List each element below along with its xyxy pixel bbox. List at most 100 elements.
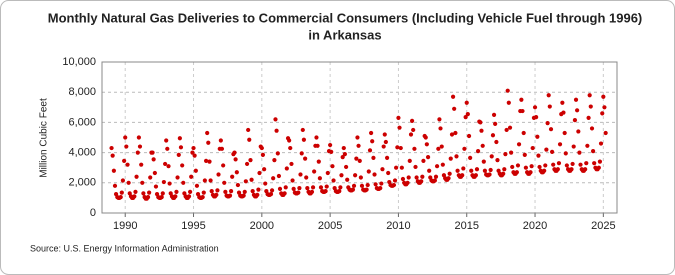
data-point [148,175,153,180]
data-point [468,155,473,160]
data-point [136,135,141,140]
data-point [145,195,151,200]
data-point [570,161,575,167]
data-point [530,145,535,151]
data-point [324,184,329,189]
data-point [246,127,251,133]
data-point [151,157,156,162]
data-point [290,178,295,183]
y-axis-label: Million Cubic Feet [39,98,50,178]
data-point [233,157,238,162]
data-point [586,115,591,120]
data-point [454,154,459,159]
data-point [284,166,289,171]
data-point [563,151,568,156]
data-point [557,142,563,147]
data-point [272,158,277,163]
data-point [523,165,528,170]
data-point [161,179,166,185]
data-point [550,149,555,154]
data-point [596,165,601,170]
data-point [395,145,400,150]
data-point [425,155,431,160]
data-point [194,183,200,188]
data-point [446,176,451,181]
data-point [123,135,128,140]
data-point [228,189,234,194]
data-point [296,190,301,195]
data-point [427,168,432,173]
data-point [449,132,455,137]
data-point [277,186,283,191]
data-point [504,127,509,133]
data-point [433,174,439,179]
data-point [301,137,307,142]
data-point [383,139,388,145]
data-point [355,135,360,140]
data-point [247,137,252,142]
data-point [516,142,522,147]
chart-title: Monthly Natural Gas Deliveries to Commer… [48,10,643,25]
data-point [584,161,589,166]
data-point [186,194,192,199]
data-point [159,195,164,200]
data-point [190,150,195,155]
data-point [514,170,519,175]
data-point [597,159,603,164]
data-point [450,94,456,99]
data-point [489,154,494,159]
data-point [455,168,460,173]
data-point [282,191,287,196]
data-point [337,189,342,194]
data-point [300,127,305,133]
data-point [572,118,578,123]
data-point [510,164,515,170]
data-point [166,164,171,169]
x-tick-label: 2025 [591,220,615,232]
data-point [412,146,417,151]
data-point [134,174,139,179]
data-point [257,170,262,176]
data-point [339,173,344,178]
data-point [408,132,414,137]
data-point [507,125,513,130]
data-point [135,150,140,155]
data-point [391,182,397,188]
data-point [392,178,398,183]
data-point [173,194,178,199]
data-point [356,143,361,148]
data-point [219,146,225,151]
data-point [298,172,303,177]
data-point [521,130,526,136]
x-tick-label: 2005 [318,220,342,232]
data-point [178,145,184,150]
data-point [147,190,152,195]
data-point [588,104,593,109]
data-point [364,187,369,192]
data-point [520,108,525,114]
data-point [163,161,168,167]
data-point [150,150,155,155]
data-point [242,189,247,194]
x-tick-label: 1990 [113,220,137,232]
data-point [244,161,250,167]
data-point [109,145,114,151]
data-point [529,164,534,169]
data-point [600,111,605,116]
data-point [139,162,144,167]
data-point [268,192,274,197]
data-point [323,189,328,194]
data-point [396,115,401,120]
data-point [505,88,510,93]
data-point [248,158,253,163]
data-point [126,180,131,185]
data-point [299,151,304,156]
data-point [227,193,233,198]
data-point [548,127,554,132]
x-tick-label: 2020 [523,220,547,232]
data-point [367,148,373,153]
data-point [222,180,227,185]
data-point [381,144,386,149]
data-point [490,133,496,138]
data-point [358,175,363,180]
